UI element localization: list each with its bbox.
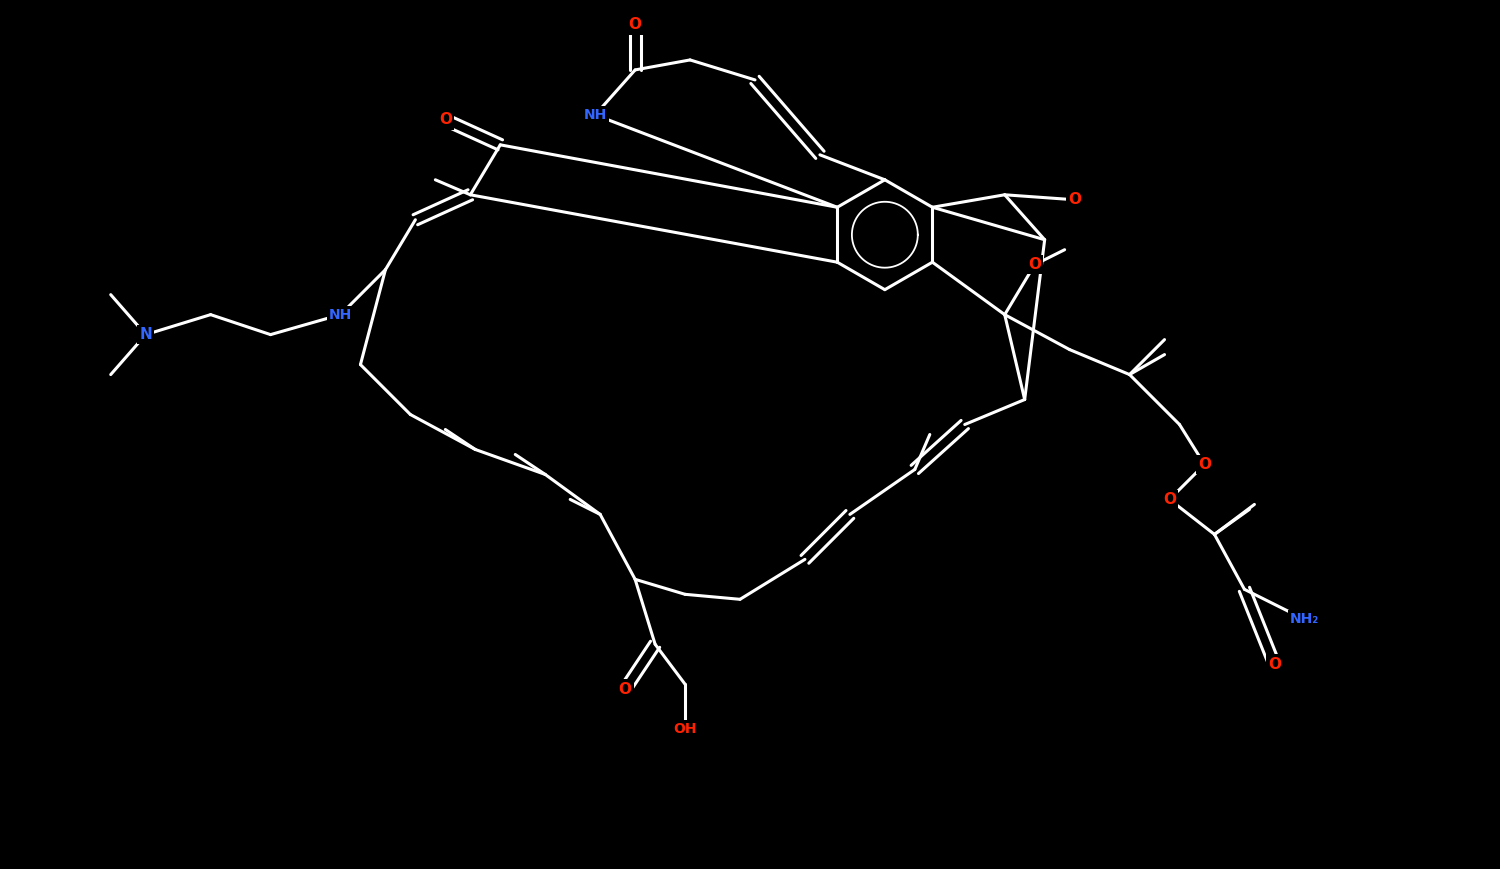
Text: O: O [618,681,632,697]
Text: N: N [140,327,152,342]
Text: O: O [1068,192,1082,208]
Text: O: O [628,17,642,32]
Text: O: O [1198,457,1210,472]
Text: O: O [1028,257,1041,272]
Text: OH: OH [674,722,698,736]
Text: O: O [1162,492,1176,507]
Text: O: O [440,112,452,128]
Text: NH: NH [328,308,352,322]
Text: NH₂: NH₂ [1290,613,1318,627]
Text: NH: NH [584,108,608,122]
Text: O: O [1268,657,1281,672]
